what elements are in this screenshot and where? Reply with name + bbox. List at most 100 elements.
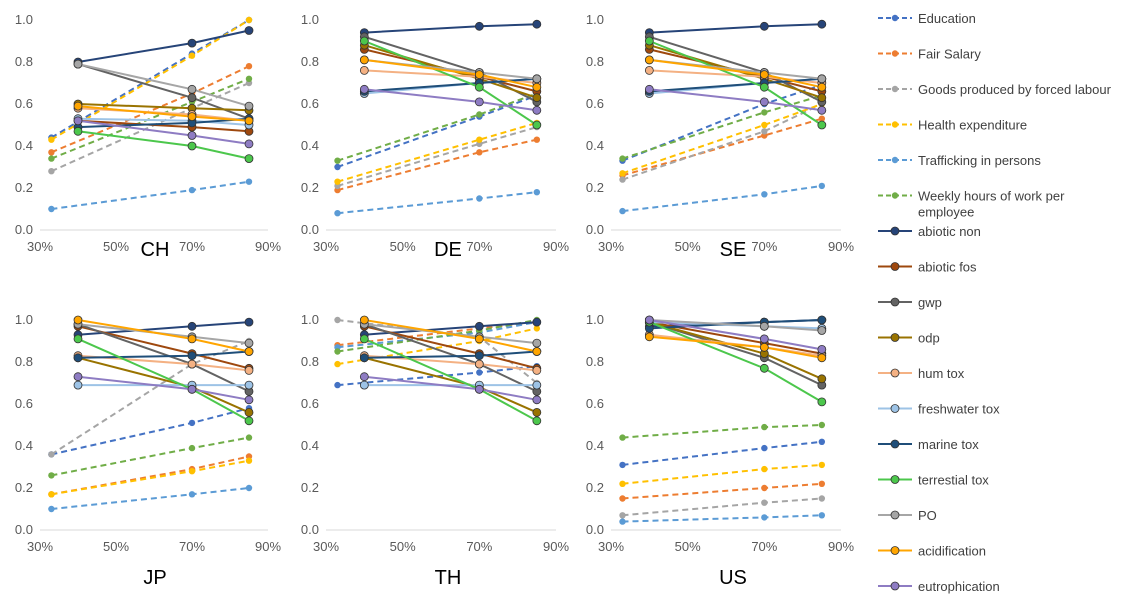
series-freshwater-tox <box>359 380 542 390</box>
series-eutrophication <box>644 84 827 115</box>
panel-de: 0.0 0.2 0.4 0.6 0.8 1.0 30% 50% 70% 90% DE <box>301 12 570 261</box>
data-point <box>187 351 197 361</box>
x-tick-label: 70% <box>466 239 492 254</box>
data-point <box>818 461 826 469</box>
y-tick-label: 1.0 <box>301 12 319 27</box>
data-point <box>73 353 83 363</box>
data-point <box>619 495 626 502</box>
y-tick-label: 0.2 <box>301 480 319 495</box>
data-point <box>532 74 542 84</box>
data-point <box>761 499 768 506</box>
x-tick-label: 30% <box>598 239 624 254</box>
data-point <box>244 365 254 375</box>
data-point <box>619 434 626 441</box>
panel-title: CH <box>141 239 170 261</box>
y-tick-label: 1.0 <box>301 312 319 327</box>
data-point <box>334 316 341 324</box>
y-tick-label: 0.2 <box>301 180 319 195</box>
data-point <box>244 416 254 426</box>
legend-label: Fair Salary <box>918 47 981 62</box>
series-acidification <box>359 315 542 356</box>
legend-swatch-marker <box>890 510 900 520</box>
series-line <box>77 29 250 63</box>
series-eutrophication <box>359 372 542 405</box>
series-trafficking-in-persons <box>619 182 826 215</box>
x-tick-label: 30% <box>313 539 339 554</box>
data-point <box>818 438 826 445</box>
series-line <box>622 184 822 213</box>
data-point <box>48 205 55 213</box>
legend-swatch-marker <box>890 546 900 555</box>
data-point <box>532 395 542 405</box>
legend-item-health-expenditure: Health expenditure <box>878 118 1027 133</box>
data-point <box>818 421 826 429</box>
x-tick-label: 50% <box>103 539 129 554</box>
legend-label: abiotic fos <box>918 260 977 275</box>
legend-label: acidification <box>918 544 986 559</box>
data-point <box>533 325 541 332</box>
data-point <box>244 26 254 35</box>
series-line <box>77 130 250 160</box>
data-point <box>818 182 826 190</box>
data-point <box>759 334 769 344</box>
y-tick-label: 1.0 <box>15 12 33 27</box>
data-point <box>761 423 768 431</box>
data-point <box>644 84 654 94</box>
data-point <box>48 472 55 479</box>
data-point <box>532 407 542 417</box>
data-point <box>761 191 768 198</box>
legend-item-abiotic-fos: abiotic fos <box>878 260 977 275</box>
data-point <box>619 155 626 162</box>
data-point <box>818 115 826 122</box>
series-acidification <box>644 332 827 363</box>
data-point <box>761 514 768 521</box>
x-tick-label: 90% <box>255 539 281 554</box>
legend-item-trafficking-in-persons: Trafficking in persons <box>878 153 1041 168</box>
y-tick-label: 0.2 <box>15 180 33 195</box>
data-point <box>187 84 197 94</box>
data-point <box>532 93 542 103</box>
panel-ch: 0.0 0.2 0.4 0.6 0.8 1.0 30% 50% 70% 90% CH <box>15 12 282 261</box>
y-tick-label: 0.4 <box>301 138 319 153</box>
series-line <box>649 335 822 359</box>
data-point <box>532 365 542 375</box>
data-point <box>474 351 484 361</box>
data-point <box>245 75 253 83</box>
series-abiotic-non <box>359 19 542 37</box>
data-point <box>474 384 484 394</box>
series-abiotic-non <box>644 19 827 37</box>
data-point <box>761 109 768 116</box>
data-point <box>187 141 197 151</box>
x-tick-label: 70% <box>751 539 777 554</box>
data-point <box>188 186 196 194</box>
series-weekly-hours-of-work-per-employee <box>619 421 826 441</box>
x-tick-label: 90% <box>828 539 854 554</box>
series-hum-tox <box>73 351 254 375</box>
y-tick-label: 0.0 <box>301 522 319 537</box>
series-po <box>73 59 254 111</box>
series-line <box>622 482 822 500</box>
series-line <box>51 407 250 456</box>
data-point <box>48 505 55 513</box>
data-point <box>48 491 55 498</box>
legend-item-odp: odp <box>878 331 940 346</box>
legend-swatch-marker <box>891 85 899 93</box>
panel-title: SE <box>720 239 747 261</box>
data-point <box>817 344 827 354</box>
series-trafficking-in-persons <box>334 189 541 217</box>
data-point <box>474 70 484 79</box>
data-point <box>644 36 654 46</box>
series-eutrophication <box>644 315 827 354</box>
legend-item-goods-produced-by-forced-labour: Goods produced by forced labour <box>878 82 1112 97</box>
data-point <box>334 381 341 389</box>
data-point <box>359 315 369 325</box>
data-point <box>334 163 341 171</box>
legend-swatch-marker <box>890 439 900 449</box>
data-point <box>474 334 484 344</box>
data-point <box>818 495 826 502</box>
legend-swatch-marker <box>891 192 899 199</box>
series-acidification <box>73 101 254 126</box>
y-tick-label: 0.6 <box>586 396 604 411</box>
data-point <box>334 360 341 368</box>
legend-swatch-marker <box>890 333 900 342</box>
